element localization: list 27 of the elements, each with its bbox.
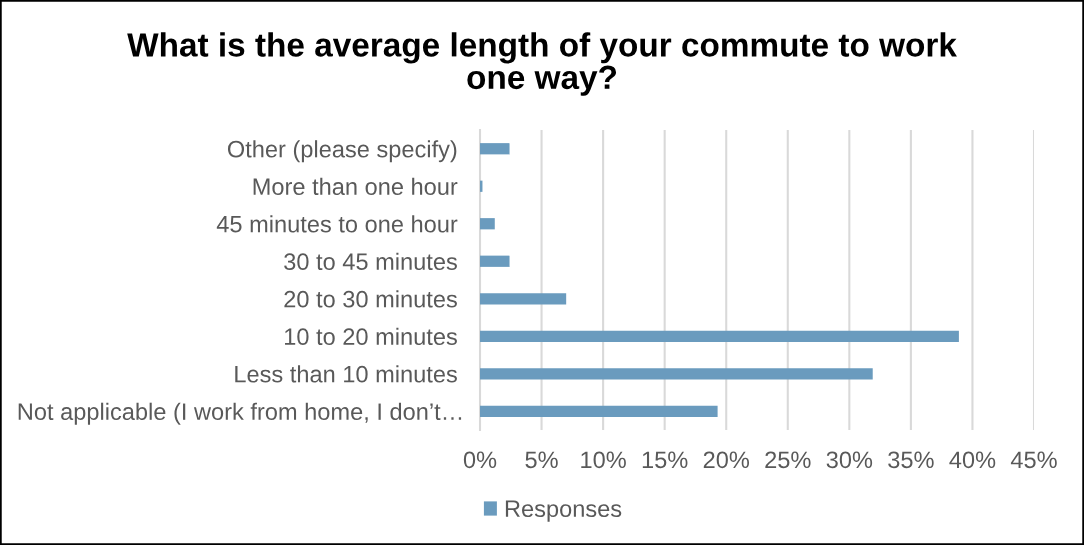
x-tick-label: 45% — [1010, 451, 1057, 469]
x-tick-label: 35% — [888, 451, 934, 469]
bar — [480, 218, 495, 230]
x-tick-label: 5% — [525, 451, 558, 469]
bar — [480, 255, 510, 267]
bar — [480, 405, 718, 417]
x-tick-label: 20% — [703, 451, 750, 469]
y-tick-label: Other (please specify) — [227, 140, 457, 163]
y-tick-label: Not applicable (I work from home, I don’t… — [18, 402, 462, 425]
y-tick-label: 45 minutes to one hour — [216, 215, 458, 233]
chart-title: What is the average length of your commute to work one way? — [127, 32, 957, 96]
y-tick-label: More than one hour — [253, 177, 458, 196]
y-tick-label: Less than 10 minutes — [235, 365, 457, 383]
x-tick-label: 0% — [463, 451, 497, 469]
bar — [480, 368, 873, 380]
bar — [480, 293, 567, 305]
bar — [480, 330, 959, 342]
x-tick-label: 15% — [642, 451, 688, 469]
y-tick-label: 20 to 30 minutes — [284, 290, 457, 308]
x-tick-label: 25% — [765, 451, 811, 469]
legend-label: Responses — [505, 500, 622, 522]
y-tick-label: 10 to 20 minutes — [285, 327, 457, 346]
bar — [480, 143, 510, 155]
x-tick-label: 40% — [949, 451, 996, 469]
x-tick-label: 10% — [581, 451, 626, 469]
x-tick-label: 30% — [826, 451, 873, 469]
y-tick-label: 30 to 45 minutes — [284, 252, 457, 271]
